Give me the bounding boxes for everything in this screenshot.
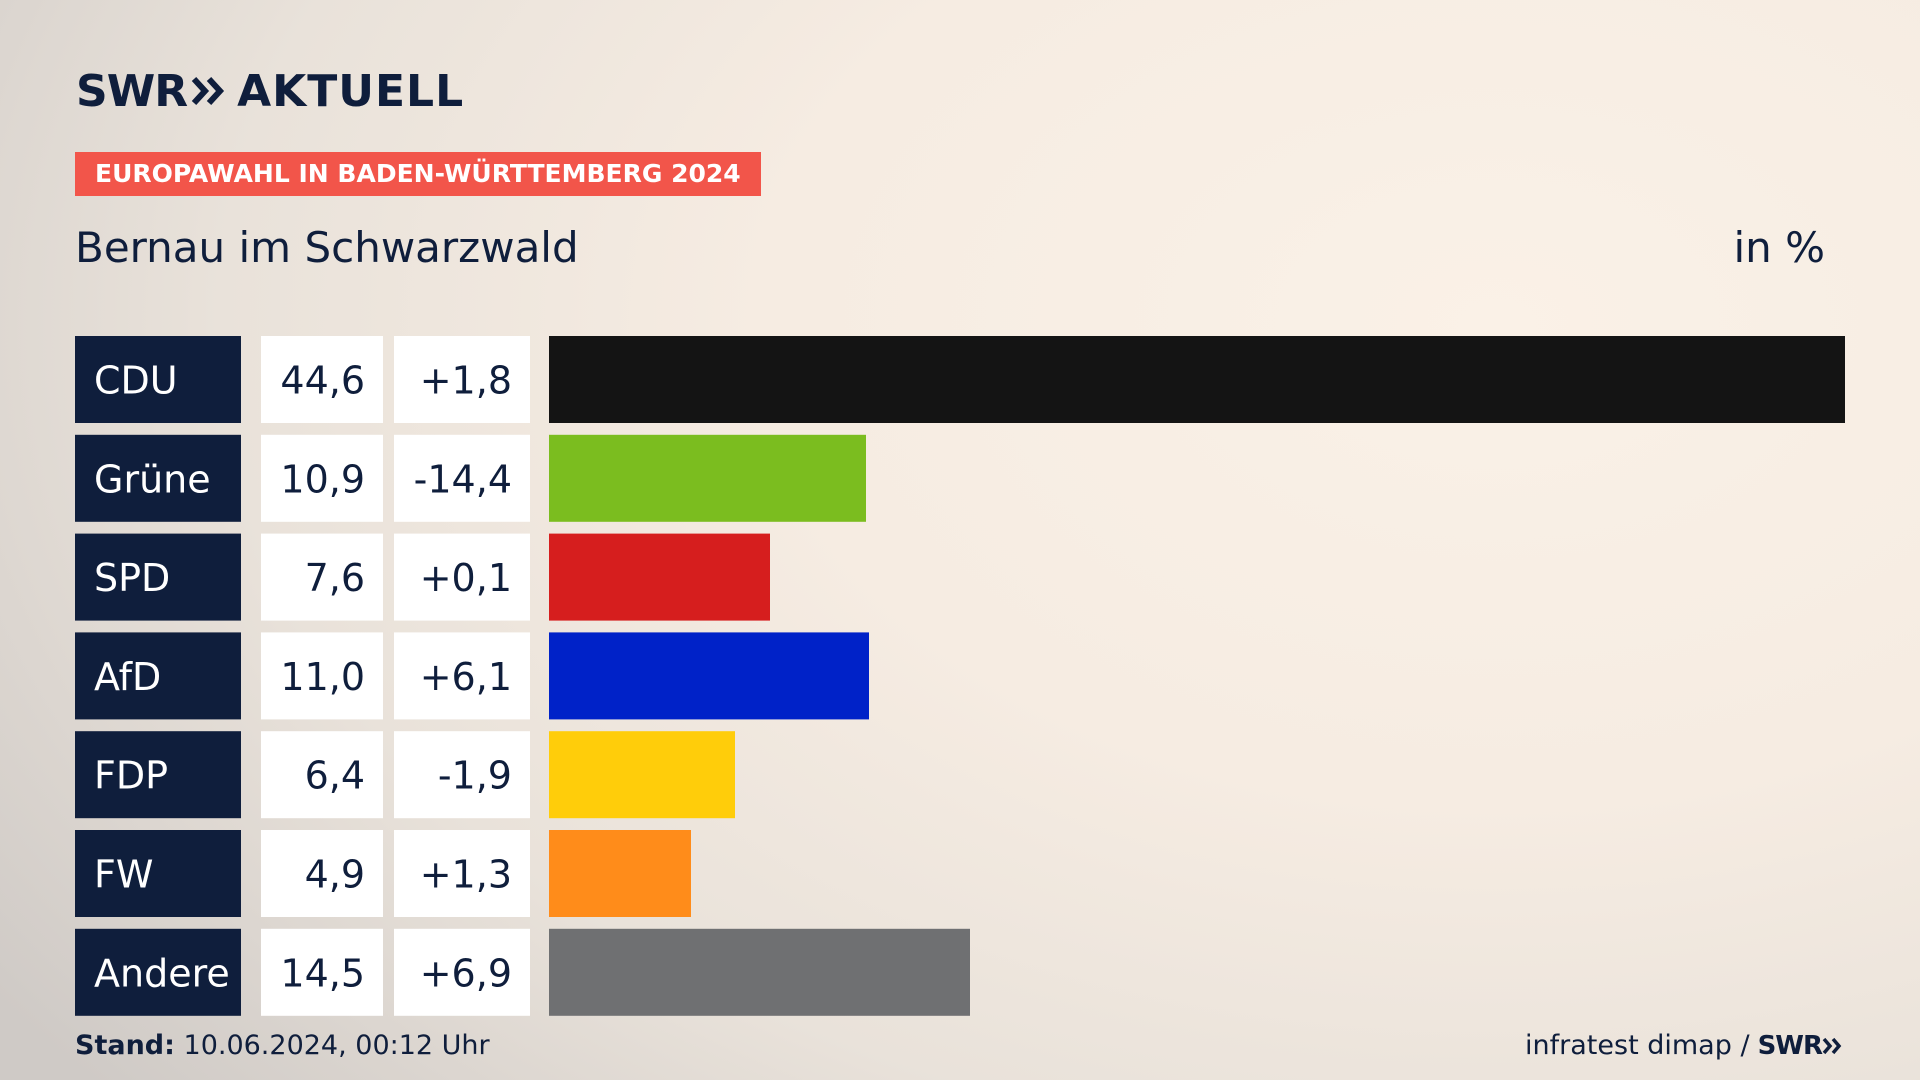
party-label-box-fw (75, 830, 241, 917)
value-label-gr-ne: 10,9 (280, 457, 365, 501)
party-label-box-afd (75, 632, 241, 720)
value-box-spd (261, 533, 383, 621)
value-label-fdp: 6,4 (305, 754, 365, 798)
change-box-spd (394, 533, 530, 621)
double-chevron-small-icon (1822, 1037, 1842, 1055)
value-box-fw (261, 830, 383, 917)
source-text: infratest dimap / (1525, 1030, 1750, 1061)
election-tag: EUROPAWAHL IN BADEN-WÜRTTEMBERG 2024 (75, 152, 761, 196)
value-box-afd (261, 632, 383, 720)
party-label-box-spd (75, 533, 241, 621)
change-label-cdu: +1,8 (420, 359, 512, 403)
party-label-box-gr-ne (75, 434, 241, 522)
bar-afd (549, 632, 869, 720)
source-credit: infratest dimap / SWR (1525, 1030, 1844, 1062)
value-label-afd: 11,0 (280, 655, 365, 699)
change-label-fdp: -1,9 (438, 754, 512, 798)
party-label-fdp: FDP (94, 754, 168, 798)
swr-mini-logo: SWR (1758, 1030, 1844, 1062)
party-label-afd: AfD (94, 655, 161, 699)
value-label-cdu: 44,6 (280, 359, 365, 403)
stand-value: 10.06.2024, 00:12 Uhr (183, 1030, 490, 1061)
bar-cdu (549, 336, 1845, 423)
swr-mini-brand: SWR (1757, 1031, 1823, 1061)
party-label-gr-ne: Grüne (94, 457, 211, 501)
party-label-spd: SPD (94, 556, 170, 600)
change-box-afd (394, 632, 530, 720)
swr-brand-text: SWR (76, 65, 188, 117)
party-label-box-cdu (75, 336, 241, 423)
bar-fdp (549, 731, 735, 819)
change-box-gr-ne (394, 434, 530, 522)
timestamp: Stand: 10.06.2024, 00:12 Uhr (75, 1030, 490, 1062)
value-box-fdp (261, 731, 383, 819)
change-label-andere: +6,9 (420, 951, 512, 995)
party-label-andere: Andere (94, 951, 230, 995)
value-label-spd: 7,6 (305, 556, 365, 600)
party-label-box-andere (75, 928, 241, 1016)
change-box-cdu (394, 336, 530, 423)
bar-fw (549, 830, 691, 917)
party-label-box-fdp (75, 731, 241, 819)
change-box-fdp (394, 731, 530, 819)
unit-label: in % (1733, 223, 1825, 272)
value-label-andere: 14,5 (280, 951, 365, 995)
change-label-gr-ne: -14,4 (414, 457, 512, 501)
value-label-fw: 4,9 (305, 853, 365, 897)
change-label-fw: +1,3 (420, 853, 512, 897)
value-box-andere (261, 928, 383, 1016)
party-label-cdu: CDU (94, 359, 178, 403)
bar-gr-ne (549, 434, 866, 522)
bar-spd (549, 533, 770, 621)
value-box-cdu (261, 336, 383, 423)
app-name-text: AKTUELL (237, 65, 465, 117)
municipality-title: Bernau im Schwarzwald (75, 223, 579, 272)
change-label-afd: +6,1 (420, 655, 512, 699)
change-box-fw (394, 830, 530, 917)
swr-aktuell-logo: SWR AKTUELL (76, 65, 465, 117)
double-chevron-icon (191, 75, 227, 107)
stand-label: Stand: (75, 1030, 175, 1061)
bar-andere (549, 928, 970, 1016)
change-label-spd: +0,1 (420, 556, 512, 600)
change-box-andere (394, 928, 530, 1016)
value-box-gr-ne (261, 434, 383, 522)
party-label-fw: FW (94, 853, 153, 897)
